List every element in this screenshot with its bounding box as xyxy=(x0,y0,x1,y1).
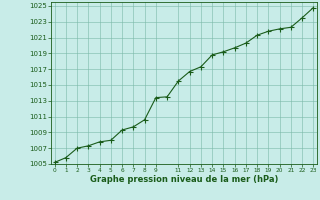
X-axis label: Graphe pression niveau de la mer (hPa): Graphe pression niveau de la mer (hPa) xyxy=(90,175,278,184)
